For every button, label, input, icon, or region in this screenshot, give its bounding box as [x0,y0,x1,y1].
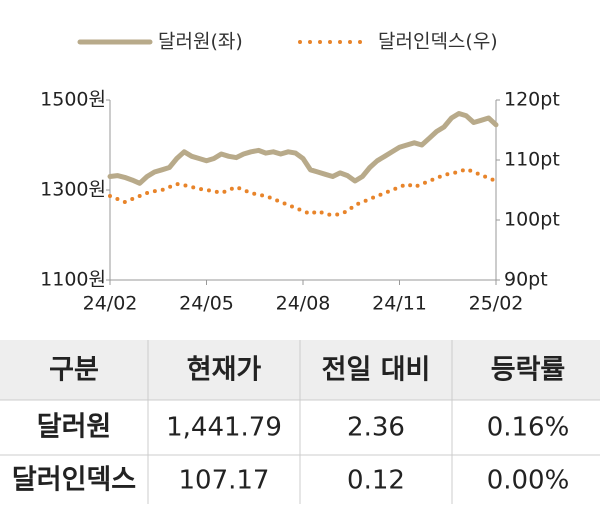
series-line [107,111,499,186]
y2-tick-label: 90pt [504,269,548,291]
table-cell: 107.17 [179,466,270,496]
table-cell: 2.36 [347,413,405,443]
x-tick-label: 24/05 [179,293,234,315]
y-tick-label: 1500원 [40,89,106,111]
x-tick-label: 24/08 [276,293,331,315]
x-tick-label: 24/02 [83,293,138,315]
table-header: 구분 [49,355,99,386]
y2-tick-label: 100pt [504,209,560,231]
x-tick-label: 24/11 [372,293,427,315]
legend-label: 달러원(좌) [158,31,243,53]
y-tick-label: 1300원 [40,179,106,201]
legend-label: 달러인덱스(우) [378,31,498,53]
table-cell: 1,441.79 [166,413,282,443]
table-header: 현재가 [187,355,262,386]
table-cell: 0.12 [347,466,405,496]
y2-tick-label: 120pt [504,89,560,111]
table-cell: 0.16% [487,413,570,443]
y2-tick-label: 110pt [504,149,560,171]
series-line [108,167,498,218]
table-cell: 0.00% [487,466,570,496]
x-tick-label: 25/02 [469,293,524,315]
y-tick-label: 1100원 [40,269,106,291]
table-header: 등락률 [491,355,566,386]
table-header: 전일 대비 [322,355,431,386]
table-cell: 달러원 [37,412,112,443]
table-cell: 달러인덱스 [12,465,136,496]
